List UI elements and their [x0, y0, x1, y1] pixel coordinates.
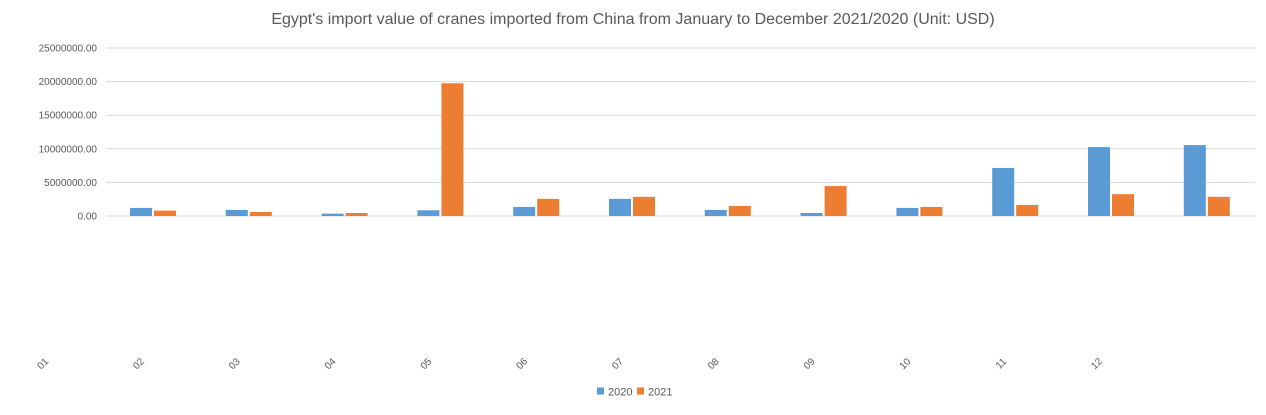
bar-2020-06	[609, 198, 631, 216]
gridlines	[106, 47, 1255, 217]
y-tick-label: 20000000.00	[39, 77, 98, 88]
bar-2020-11	[1088, 147, 1110, 216]
bar-2021-08	[824, 186, 847, 216]
bar-2021-12	[1207, 196, 1230, 216]
y-tick-label: 10000000.00	[39, 144, 98, 155]
x-tick-label: 11	[994, 356, 1009, 371]
bar-2020-08	[800, 212, 823, 216]
bar-2020-01	[130, 207, 152, 216]
x-tick-label: 01	[35, 356, 51, 372]
bar-2020-03	[321, 213, 344, 216]
x-tick-label: 06	[514, 356, 530, 372]
bar-2020-09	[896, 207, 919, 216]
chart-title: Egypt's import value of cranes imported …	[271, 11, 994, 28]
legend: 2020 2021	[597, 387, 672, 399]
legend-swatch	[597, 387, 604, 395]
x-tick-label: 12	[1089, 356, 1105, 372]
bar-2021-01	[154, 210, 176, 216]
x-tick-label: 07	[610, 356, 626, 372]
legend-swatch	[637, 387, 644, 395]
legend-label: 2020	[608, 387, 632, 399]
bar-2021-04	[441, 83, 464, 216]
bar-2021-03	[345, 212, 368, 216]
bar-2021-09	[920, 206, 943, 216]
bar-2021-10	[1016, 204, 1039, 216]
bar-2021-07	[728, 205, 751, 216]
y-tick-label: 15000000.00	[39, 111, 98, 122]
x-tick-label: 04	[323, 356, 339, 372]
legend-label: 2021	[648, 387, 672, 399]
bar-2020-05	[513, 206, 536, 216]
bar-2020-07	[704, 209, 727, 216]
x-tick-label: 08	[706, 356, 722, 372]
y-tick-label: 25000000.00	[39, 44, 98, 55]
x-tick-label: 05	[419, 356, 435, 372]
x-tick-label: 10	[898, 356, 914, 372]
x-tick-label: 03	[227, 356, 243, 372]
y-axis-ticks: 0.00 5000000.00 10000000.00 15000000.00 2000…	[39, 44, 98, 223]
x-tick-label: 09	[802, 356, 818, 372]
bar-2021-05	[537, 198, 560, 216]
bar-2020-02	[225, 209, 248, 216]
x-tick-label: 02	[131, 356, 147, 372]
bars	[130, 83, 1230, 216]
bar-2020-04	[417, 210, 440, 216]
bar-2021-06	[633, 196, 655, 216]
x-axis-ticks: 01 02 03 04 05 06 07 08 09 10 11 12	[35, 356, 1105, 372]
bar-2021-11	[1112, 194, 1134, 216]
y-tick-label: 5000000.00	[44, 178, 97, 189]
y-tick-label: 0.00	[78, 212, 98, 223]
bar-2020-10	[992, 167, 1015, 216]
bar-2021-02	[249, 211, 272, 216]
bar-2020-12	[1183, 145, 1206, 216]
